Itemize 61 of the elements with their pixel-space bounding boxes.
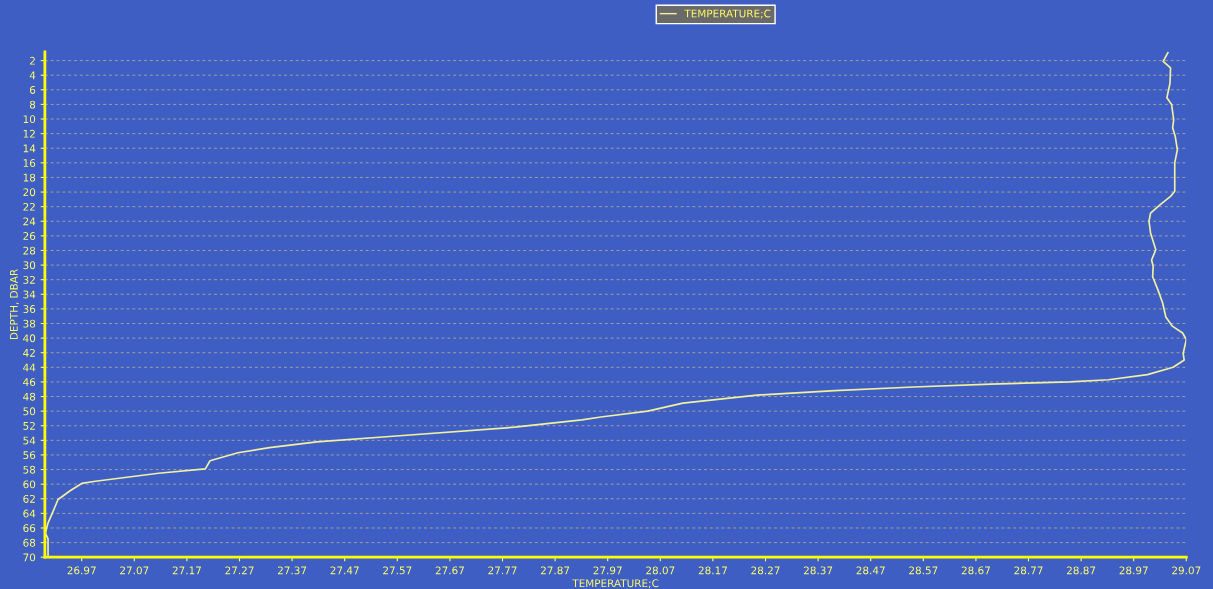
y-tick-label: 62 — [23, 495, 35, 503]
y-tick-label: 42 — [23, 348, 35, 357]
y-tick-label: 56 — [23, 451, 36, 460]
x-tick-label: 28.87 — [1066, 566, 1096, 575]
line-series — [44, 51, 1187, 558]
x-tick-label: 28.97 — [1119, 566, 1148, 575]
x-tick-label: 27.27 — [225, 566, 254, 575]
x-tick-label: 27.07 — [120, 566, 149, 575]
y-tick-label: 14 — [23, 144, 36, 153]
y-tick-label: 4 — [29, 71, 36, 80]
y-tick-label: 28 — [23, 246, 36, 255]
y-tick-label: 36 — [23, 305, 36, 313]
y-tick-label: 34 — [23, 290, 36, 299]
y-tick-label: 54 — [23, 436, 36, 445]
x-tick-label: 28.67 — [961, 566, 990, 575]
y-tick-label: 6 — [29, 86, 36, 94]
y-tick-label: 68 — [23, 538, 36, 547]
x-tick-label: 27.47 — [330, 566, 359, 575]
y-tick-label: 58 — [23, 465, 36, 474]
x-tick-label: 28.47 — [856, 566, 885, 575]
y-tick-label: 32 — [23, 275, 35, 284]
x-tick-label: 28.17 — [698, 566, 727, 575]
y-axis-title: DEPTH, DBAR — [10, 269, 19, 340]
y-tick-label: 18 — [23, 173, 36, 182]
x-tick-label: 28.27 — [751, 566, 780, 575]
x-tick-label: 27.87 — [540, 566, 570, 575]
y-tick-label: 38 — [23, 319, 36, 328]
y-tick-label: 16 — [23, 159, 36, 167]
y-tick-label: 26 — [23, 232, 36, 240]
y-tick-label: 2 — [29, 56, 35, 65]
x-tick-label: 27.77 — [488, 566, 517, 575]
legend-label: TEMPERATURE;C — [684, 9, 771, 19]
y-tick-label: 52 — [23, 421, 35, 430]
y-tick-label: 20 — [23, 188, 36, 197]
y-tick-label: 70 — [23, 553, 36, 562]
x-tick-label: 28.57 — [909, 566, 938, 575]
y-tick-label: 60 — [23, 480, 36, 489]
y-tick-label: 30 — [23, 261, 36, 270]
y-tick-label: 50 — [23, 407, 36, 416]
y-tick-label: 64 — [23, 509, 36, 518]
x-tick-label: 27.57 — [383, 566, 412, 575]
x-axis-title: TEMPERATURE;C — [572, 579, 659, 589]
y-tick-label: 24 — [23, 217, 36, 226]
x-tick-label: 29.07 — [1172, 566, 1201, 575]
y-tick-label: 66 — [23, 524, 36, 533]
y-tick-label: 8 — [29, 100, 36, 109]
y-tick-label: 22 — [23, 202, 35, 211]
x-tick-label: 28.07 — [646, 566, 675, 575]
y-tick-label: 40 — [23, 334, 36, 343]
x-tick-label: 28.37 — [803, 566, 833, 575]
x-tick-label: 27.37 — [277, 566, 307, 575]
y-tick-label: 10 — [23, 115, 36, 124]
y-tick-label: 46 — [23, 378, 36, 387]
x-tick-label: 27.97 — [593, 566, 622, 575]
x-tick-label: 26.97 — [67, 566, 96, 575]
y-tick-label: 48 — [23, 392, 36, 401]
x-tick-label: 28.77 — [1014, 566, 1043, 575]
y-tick-label: 44 — [23, 363, 36, 372]
x-tick-label: 27.67 — [435, 566, 464, 575]
x-tick-label: 27.17 — [172, 566, 201, 575]
y-tick-label: 12 — [23, 129, 35, 138]
